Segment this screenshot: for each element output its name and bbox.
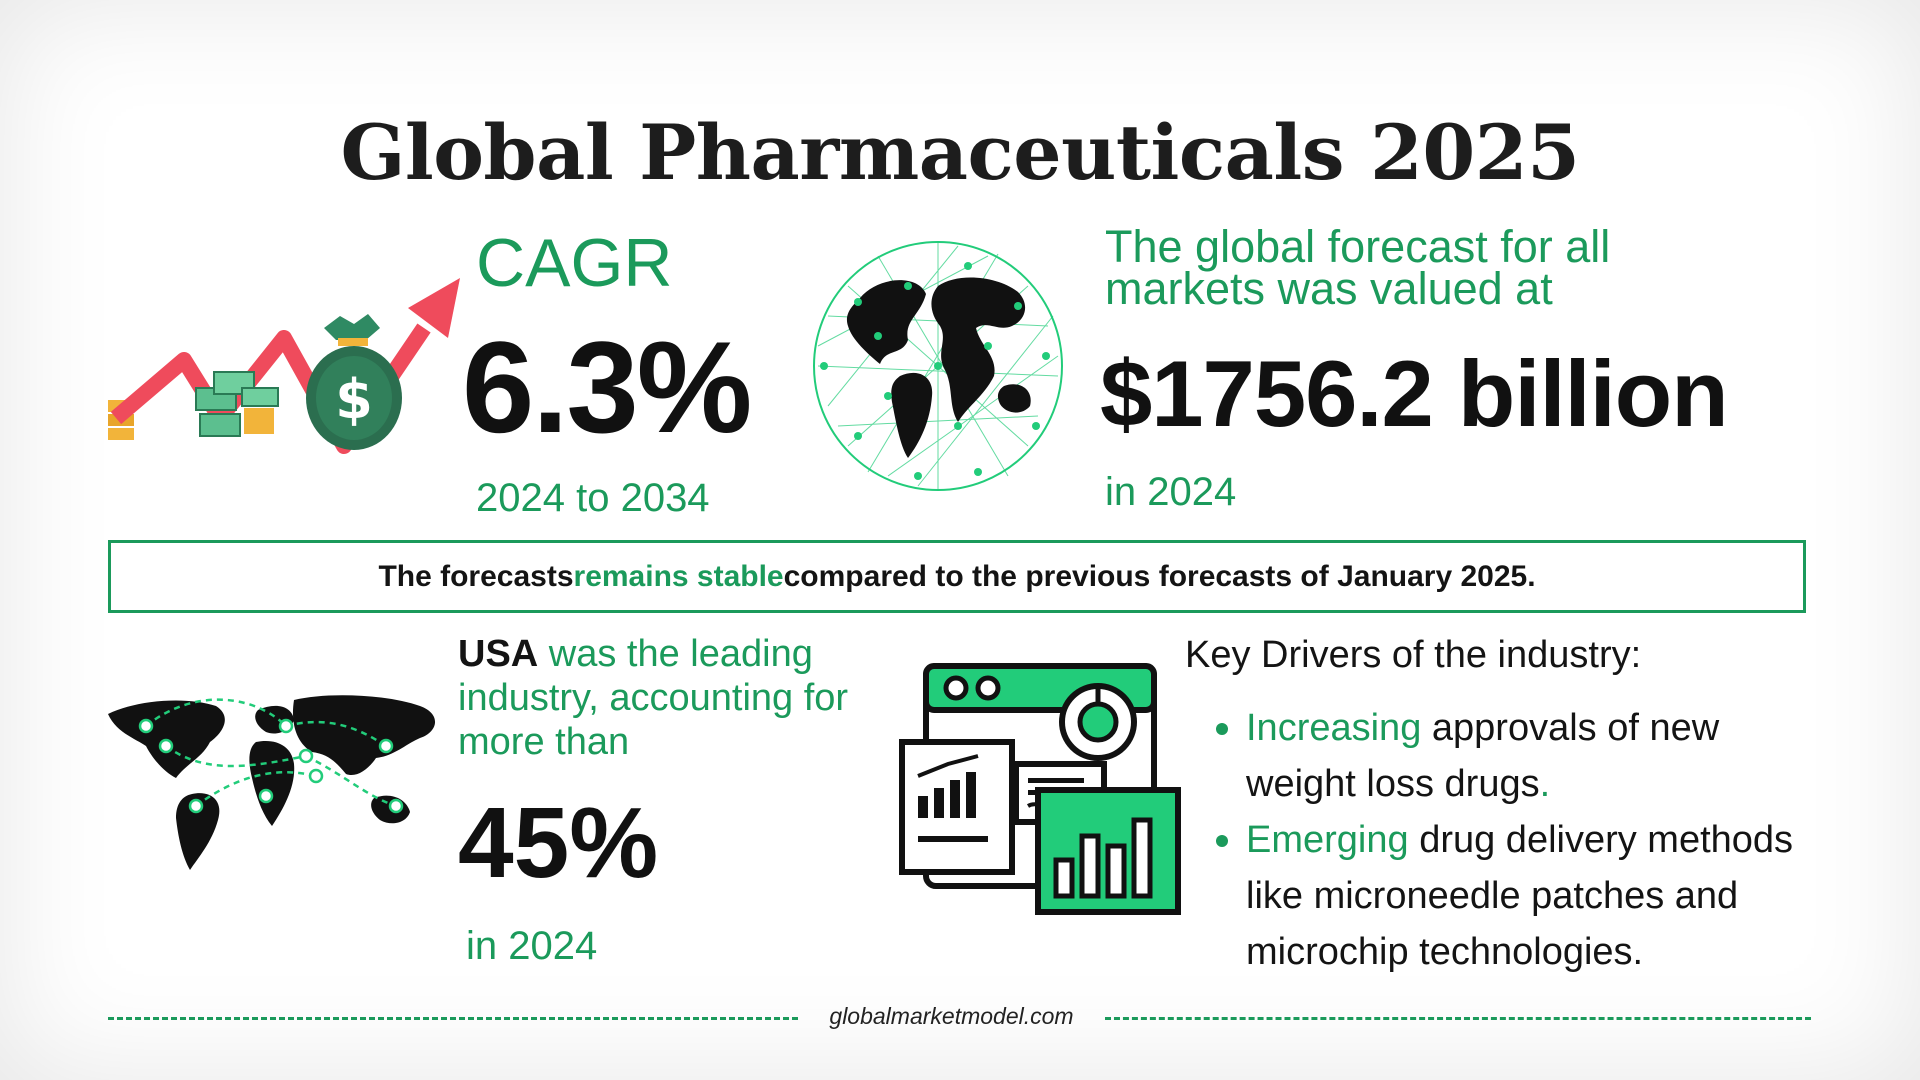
driver-tail: .	[1539, 763, 1551, 805]
bullet-icon	[1216, 835, 1228, 847]
driver-lead: Emerging	[1246, 819, 1409, 861]
cagr-value: 6.3%	[462, 314, 752, 460]
forecast-year: in 2024	[1105, 470, 1237, 514]
bullet-icon	[1216, 723, 1228, 735]
footer-website: globalmarketmodel.com	[829, 1003, 1074, 1029]
footer-divider-right	[1105, 1017, 1811, 1020]
driver-text: approvals of new weight loss drugs	[1246, 707, 1720, 805]
forecast-description: The global forecast for all markets was …	[1105, 221, 1611, 314]
usa-share-value: 45%	[458, 787, 659, 899]
driver-text: drug delivery methods like microneedle p…	[1246, 819, 1794, 973]
world-map-icon	[108, 695, 436, 870]
banner-suffix: compared to the previous forecasts of Ja…	[783, 559, 1536, 593]
list-item: Increasing approvals of new weight loss …	[1212, 700, 1832, 812]
cagr-label: CAGR	[476, 225, 673, 301]
drivers-list: Increasing approvals of new weight loss …	[1212, 700, 1832, 980]
svg-text:$: $	[335, 368, 373, 431]
money-growth-icon: $	[108, 278, 460, 454]
drivers-title: Key Drivers of the industry:	[1185, 634, 1642, 676]
page-title: Global Pharmaceuticals 2025	[340, 108, 1580, 197]
footer-divider-left	[108, 1017, 798, 1020]
banner-prefix: The forecasts	[378, 559, 574, 593]
usa-label: USA	[458, 633, 539, 675]
forecast-value: $1756.2 billion	[1100, 341, 1729, 446]
usa-year: in 2024	[466, 924, 598, 968]
usa-text: was the leading industry, accounting for…	[458, 633, 849, 763]
usa-description: USA was the leading industry, accounting…	[458, 632, 898, 764]
globe-network-icon	[813, 241, 1063, 491]
cagr-period: 2024 to 2034	[476, 476, 710, 520]
dashboard-analytics-icon	[899, 663, 1181, 915]
list-item: Emerging drug delivery methods like micr…	[1212, 812, 1832, 980]
driver-lead: Increasing	[1246, 707, 1422, 749]
banner-highlight: remains stable	[573, 559, 784, 593]
stability-banner: The forecasts remains stable compared to…	[108, 540, 1806, 613]
